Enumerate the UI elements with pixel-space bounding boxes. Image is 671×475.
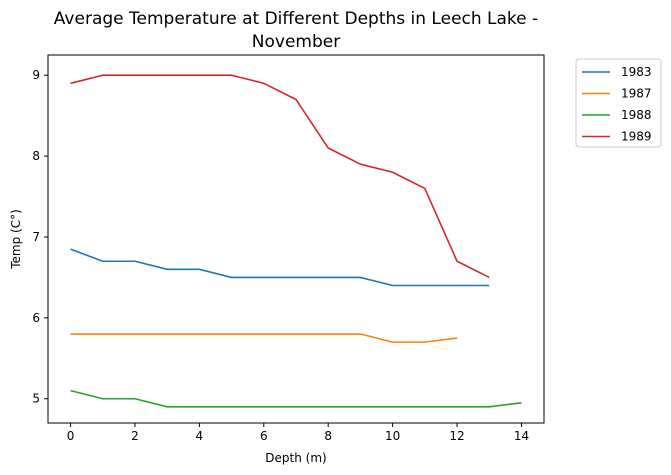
x-tick-label: 0 [67,429,75,443]
series-line-1989 [70,74,490,279]
chart-title-line-1: Average Temperature at Different Depths … [54,9,538,29]
y-tick-label: 9 [32,68,40,82]
x-axis-label: Depth (m) [265,451,326,465]
legend-label-1987: 1987 [621,87,652,101]
x-axis: 0 2 4 6 8 10 12 14 [67,423,529,443]
y-tick-label: 5 [32,392,40,406]
chart-title-line-2: November [252,32,340,52]
y-tick-label: 7 [32,230,40,244]
x-tick-label: 8 [324,429,332,443]
y-axis: 5 6 7 8 9 [32,68,48,406]
x-tick-label: 10 [385,429,400,443]
x-tick-label: 14 [514,429,529,443]
legend: 1983 1987 1988 1989 [575,58,662,148]
plot-area-frame [47,54,545,424]
series-line-1987 [70,333,458,343]
x-tick-label: 12 [449,429,464,443]
legend-label-1989: 1989 [621,130,652,144]
series-line-1983 [70,248,490,287]
y-axis-label: Temp (C°) [9,209,23,270]
x-tick-label: 2 [131,429,139,443]
legend-frame [575,58,662,148]
series-lines [70,74,522,408]
legend-label-1988: 1988 [621,108,652,122]
y-tick-label: 6 [32,311,40,325]
series-line-1988 [70,389,522,408]
x-tick-label: 4 [196,429,204,443]
y-tick-label: 8 [32,149,40,163]
legend-label-1983: 1983 [621,65,652,79]
chart-title: Average Temperature at Different Depths … [54,9,538,52]
x-tick-label: 6 [260,429,268,443]
